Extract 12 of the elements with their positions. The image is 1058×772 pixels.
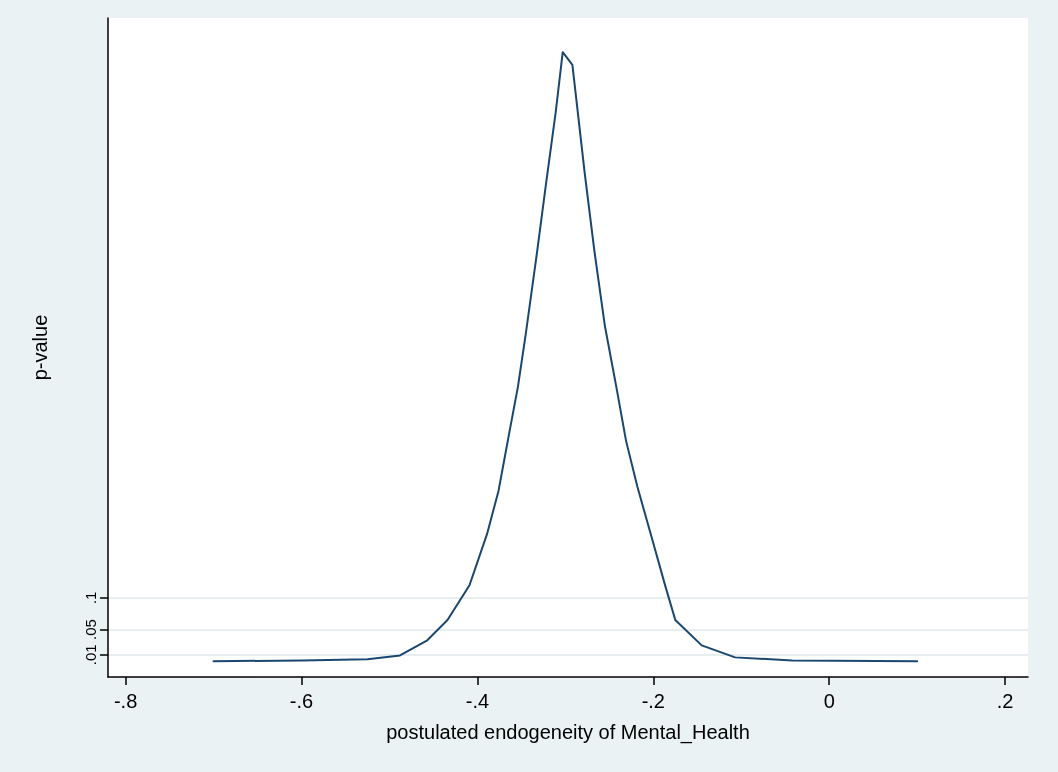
y-tick-label: .1 <box>82 591 99 605</box>
x-tick-label: -.4 <box>465 690 490 712</box>
y-tick-label: .01 <box>82 644 99 666</box>
x-tick-label: 0 <box>823 690 835 712</box>
x-tick-label: .2 <box>996 690 1014 712</box>
line-series <box>212 51 919 663</box>
x-tick-label: -.8 <box>113 690 138 712</box>
y-axis-title: p-value <box>29 314 51 381</box>
x-tick-label: -.2 <box>641 690 665 712</box>
x-tick-label: -.6 <box>289 690 314 712</box>
y-tick-label: .05 <box>82 619 99 640</box>
x-axis-title: postulated endogeneity of Mental_Health <box>386 721 750 744</box>
